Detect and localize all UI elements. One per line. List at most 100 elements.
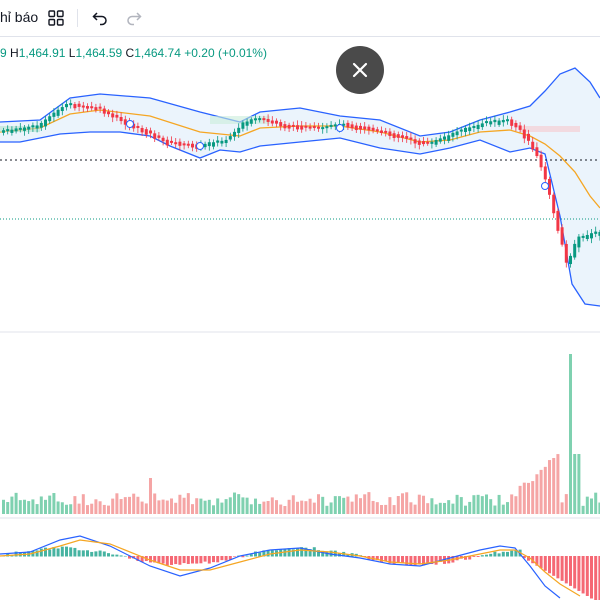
volume-bar — [325, 505, 329, 514]
candle-body — [573, 243, 577, 258]
volume-bar — [132, 493, 136, 514]
redo-button[interactable] — [120, 4, 148, 32]
volume-bar — [128, 496, 131, 514]
volume-bar — [577, 454, 581, 514]
volume-bar — [254, 498, 257, 514]
candle-body — [510, 119, 514, 126]
volume-bar — [14, 492, 18, 514]
candle-body — [329, 124, 333, 127]
candle-body — [2, 130, 5, 133]
candle-body — [422, 141, 425, 145]
candle-body — [111, 113, 115, 118]
candle-body — [94, 107, 98, 111]
volume-bar — [321, 496, 325, 514]
close-button[interactable] — [336, 46, 384, 94]
undo-button[interactable] — [86, 4, 114, 32]
candle-body — [207, 142, 211, 147]
volume-bar — [497, 494, 501, 514]
volume-bar — [493, 505, 497, 514]
candle-body — [115, 114, 119, 118]
macd-bar — [585, 556, 589, 596]
candle-body — [52, 112, 56, 117]
macd-bar — [102, 551, 106, 557]
macd-bar — [241, 556, 245, 558]
volume-bar — [552, 458, 556, 514]
volume-bar — [455, 494, 459, 514]
signal-marker — [336, 124, 344, 132]
candle-body — [35, 125, 39, 129]
candle-body — [350, 124, 354, 129]
macd-bar — [90, 551, 94, 557]
macd-bar — [514, 550, 518, 557]
volume-bar — [333, 496, 337, 514]
volume-bar — [405, 492, 409, 514]
candle-body — [249, 119, 253, 124]
candle-body — [413, 139, 417, 144]
volume-bar — [161, 499, 165, 514]
volume-bar — [569, 354, 572, 514]
macd-bar — [464, 556, 467, 560]
macd-bar — [170, 556, 173, 565]
candle-body — [31, 125, 35, 128]
macd-bar — [161, 556, 165, 564]
candle-body — [6, 129, 10, 132]
volume-bar — [304, 501, 308, 514]
macd-bar — [149, 556, 152, 563]
volume-bar — [464, 505, 467, 514]
low-value: 1,464.59 — [75, 46, 123, 60]
candle-body — [287, 124, 291, 129]
price-chart[interactable] — [0, 36, 600, 600]
volume-bar — [98, 501, 102, 514]
candle-body — [346, 122, 350, 128]
candle-body — [119, 117, 123, 122]
volume-bar — [506, 502, 509, 514]
close-icon — [352, 62, 368, 78]
candle-body — [409, 137, 413, 140]
volume-bar — [60, 502, 64, 514]
macd-bar — [308, 549, 312, 557]
volume-bar — [178, 494, 182, 514]
volume-bar — [287, 499, 291, 514]
volume-bar — [459, 497, 463, 514]
volume-bar — [115, 493, 119, 514]
macd-bar — [73, 547, 77, 557]
macd-bar — [384, 556, 388, 562]
volume-bar — [392, 505, 396, 514]
high-label: H — [10, 46, 19, 60]
volume-bar — [275, 500, 278, 514]
macd-bar — [77, 550, 81, 557]
volume-bar — [388, 497, 392, 514]
volume-bar — [291, 495, 295, 514]
indicators-button[interactable]: hỉ báo — [0, 9, 39, 25]
candle-body — [237, 127, 241, 133]
cloud-strip — [210, 116, 270, 124]
macd-bar — [472, 556, 476, 557]
volume-bar — [527, 482, 530, 514]
layout-button[interactable] — [42, 4, 70, 32]
macd-bar — [283, 548, 287, 557]
volume-bar — [501, 504, 505, 514]
volume-bar — [401, 493, 404, 514]
candle-body — [23, 127, 26, 131]
volume-bar — [443, 502, 446, 514]
macd-bar — [111, 554, 115, 557]
candle-body — [228, 136, 232, 140]
macd-bar — [476, 556, 480, 557]
macd-bar — [598, 556, 600, 600]
candle-body — [522, 129, 526, 139]
macd-bar — [86, 550, 89, 557]
volume-bar — [438, 502, 442, 514]
candle-body — [224, 139, 228, 144]
macd-bar — [560, 556, 564, 581]
macd-bar — [581, 556, 585, 594]
candle-body — [241, 122, 245, 129]
macd-bar — [178, 556, 182, 565]
volume-bar — [44, 499, 47, 514]
candle-body — [174, 142, 178, 145]
volume-bar — [573, 454, 577, 514]
macd-bar — [136, 556, 140, 562]
volume-bar — [191, 504, 194, 514]
top-toolbar: hỉ báo — [0, 0, 600, 37]
candle-body — [312, 126, 316, 129]
volume-bar — [216, 498, 220, 514]
